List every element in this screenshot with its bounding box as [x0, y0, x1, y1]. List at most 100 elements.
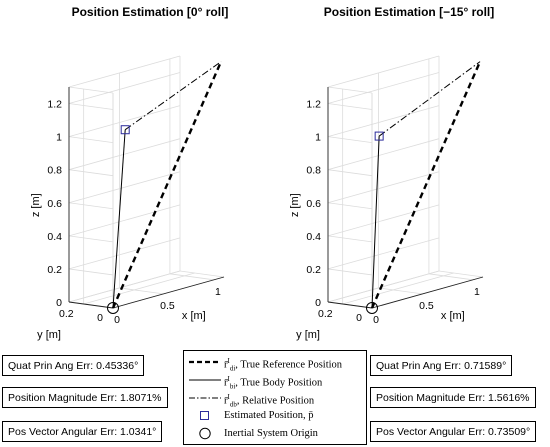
left-quat-error: Quat Prin Ang Err: 0.45336°	[2, 355, 145, 376]
z-tick-label-0: 0	[56, 297, 62, 309]
grid-line-side-z-6	[68, 103, 114, 110]
grid-line-back-z-2	[68, 204, 181, 237]
series-line-solid	[112, 129, 126, 309]
x-tick-label-2: 1	[474, 286, 480, 298]
grid-line-side-z-1	[68, 268, 114, 276]
legend: r̄Idi, True Reference Position r̄Ibi, Tr…	[183, 350, 367, 445]
y-axis-line	[68, 301, 114, 309]
grid-line-back-z-5	[327, 105, 440, 138]
z-tick-label-6: 1.2	[306, 99, 321, 111]
x-tick-label-1: 0.5	[419, 300, 434, 312]
grid-line-floor-x-2	[169, 273, 214, 281]
grid-line-side-z-7	[327, 86, 373, 94]
grid-line-side-z-5	[68, 136, 114, 144]
grid-line-side-z-5	[327, 136, 373, 144]
x-axis-line	[112, 276, 225, 309]
grid-line-back-z-1	[327, 237, 440, 270]
grid-line-floor-x-1	[378, 287, 423, 295]
grid-line-back-z-6	[327, 72, 440, 104]
z-tick-label-3: 0.6	[306, 198, 321, 210]
z-tick-label-1: 0.2	[47, 264, 62, 276]
z-tick-label-4: 0.8	[306, 165, 321, 177]
z-tick-label-2: 0.4	[306, 231, 321, 243]
series-line-dashdot	[124, 61, 222, 131]
chart-title: Position Estimation [0° roll]	[72, 5, 229, 19]
z-tick-label-5: 1	[315, 132, 321, 144]
grid-line-floor-x-3	[438, 270, 484, 278]
grid-line-side-z-6	[327, 103, 373, 110]
x-tick-label-0: 0	[373, 314, 379, 326]
y-tick-label-1: 0.2	[59, 308, 74, 320]
y-tick-label-1: 0.2	[318, 308, 333, 320]
origin-marker	[366, 302, 378, 314]
grid-line-side-z-4	[68, 169, 114, 177]
legend-label-estimated: Estimated Position, p̄	[224, 410, 314, 421]
grid-line-floor-x-1	[119, 287, 164, 295]
chart-title: Position Estimation [−15° roll]	[324, 5, 495, 19]
grid-line-side-z-1	[327, 268, 373, 276]
z-tick-label-2: 0.4	[47, 231, 62, 243]
y-axis-label: y [m]	[296, 329, 320, 341]
left-magnitude-error: Position Magnitude Err: 1.8071%	[2, 387, 168, 408]
x-tick-label-1: 0.5	[160, 300, 175, 312]
legend-entry-body: r̄Ibi, True Body Position	[184, 372, 366, 391]
z-tick-label-1: 0.2	[306, 264, 321, 276]
grid-line-back-z-2	[327, 204, 440, 237]
legend-entry-reference: r̄Idi, True Reference Position	[184, 354, 366, 373]
estimated-position-marker	[374, 131, 384, 141]
z-axis-label: z [m]	[289, 193, 301, 217]
grid-line-floor-y-2	[68, 270, 181, 303]
grid-line-floor-x-2	[428, 273, 473, 281]
z-tick-label-0: 0	[315, 297, 321, 309]
legend-square-marker-icon	[200, 411, 209, 420]
x-axis-line	[371, 276, 484, 309]
x-axis-label: x [m]	[441, 310, 465, 322]
grid-line-back-z-3	[327, 171, 440, 204]
legend-label-reference: r̄Idi, True Reference Position	[224, 357, 343, 373]
y-tick-label-0: 0	[97, 312, 103, 324]
z-tick-label-5: 1	[56, 132, 62, 144]
grid-line-back-z-7	[68, 55, 181, 88]
legend-circle-marker-icon	[199, 427, 211, 440]
y-axis-label: y [m]	[37, 329, 61, 341]
grid-line-floor-x-3	[179, 270, 225, 278]
legend-solid-line-icon	[189, 379, 221, 381]
y-tick-label-0: 0	[356, 312, 362, 324]
grid-line-back-z-5	[68, 105, 181, 138]
x-axis-label: x [m]	[182, 310, 206, 322]
grid-line-floor-y-1	[342, 272, 454, 305]
grid-line-floor-y-1	[83, 272, 195, 305]
grid-line-back-z-7	[327, 55, 440, 88]
series-line-dashed	[370, 61, 482, 309]
grid-line-side-z-2	[327, 235, 373, 243]
legend-dashed-line-icon	[189, 360, 221, 364]
legend-label-origin: Inertial System Origin	[224, 428, 318, 439]
x-tick-label-2: 1	[215, 286, 221, 298]
grid-line-side-z-2	[68, 235, 114, 243]
grid-line-side-z-4	[327, 169, 373, 177]
estimated-position-marker	[120, 125, 130, 135]
legend-dashdot-line-icon	[189, 397, 221, 399]
grid-line-back-z-1	[68, 237, 181, 270]
series-line-dashed	[111, 61, 223, 309]
grid-line-back-z-4	[327, 138, 440, 171]
legend-entry-origin: Inertial System Origin	[184, 426, 366, 441]
left-vector-error: Pos Vector Angular Err: 1.0341°	[2, 421, 163, 442]
grid-line-side-z-3	[327, 202, 373, 210]
series-line-solid	[371, 136, 380, 309]
grid-line-back-z-6	[68, 72, 181, 104]
grid-line-back-z-3	[68, 171, 181, 204]
z-tick-label-6: 1.2	[47, 99, 62, 111]
right-vector-error: Pos Vector Angular Err: 0.73509°	[370, 421, 537, 442]
z-axis-label: z [m]	[30, 193, 42, 217]
y-axis-line	[327, 301, 373, 309]
grid-line-side-z-3	[68, 202, 114, 210]
right-quat-error: Quat Prin Ang Err: 0.71589°	[370, 355, 513, 376]
x-tick-label-0: 0	[114, 314, 120, 326]
grid-line-back-z-4	[68, 138, 181, 171]
z-tick-label-4: 0.8	[47, 165, 62, 177]
series-line-dashdot	[378, 61, 481, 137]
